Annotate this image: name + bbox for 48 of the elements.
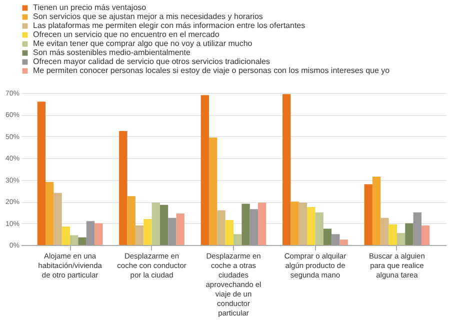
bar [315, 212, 324, 245]
bar [144, 218, 152, 245]
bar [70, 235, 78, 245]
bar [200, 95, 209, 245]
legend-label: Son más sostenibles medio-ambientalmente [33, 48, 191, 57]
bar [242, 204, 250, 245]
bar [421, 225, 430, 245]
bar [234, 234, 242, 245]
bar [160, 204, 168, 245]
bar [225, 220, 234, 245]
bar [54, 192, 62, 245]
bar [208, 138, 218, 245]
bar [282, 94, 291, 245]
bar [119, 131, 128, 245]
bar [332, 234, 340, 245]
bar [152, 202, 160, 245]
bar [380, 218, 389, 245]
bar [176, 214, 184, 245]
bar [413, 212, 422, 245]
bar [46, 182, 54, 245]
bar [323, 228, 332, 245]
legend-label: Las plataformas me permiten elegir con más informacion entre los ofertantes [33, 21, 306, 30]
legend-label: Tienen un precio más ventajoso [33, 3, 147, 12]
bar [135, 225, 144, 245]
bar [307, 207, 316, 245]
legend-label: Me evitan tener que comprar algo que no voy a utilizar mucho [33, 39, 253, 48]
bar [388, 224, 397, 245]
bar [396, 233, 406, 245]
legend-label: Me permiten conocer personas locales si estoy de viaje o personas con los mismos intereses que yo [33, 66, 390, 75]
bar [37, 102, 46, 245]
bar [94, 223, 103, 245]
legend-label: Ofrecen un servicio que no encuentro en el mercado [33, 30, 220, 39]
bar [405, 223, 414, 245]
bar [86, 221, 95, 245]
bar [62, 226, 70, 245]
bar [298, 202, 308, 245]
legend-label: Ofrecen mayor calidad de servicio que otros servicios tradicionales [33, 57, 270, 66]
bar [217, 210, 226, 245]
bar [340, 240, 348, 245]
bar [168, 218, 176, 245]
bar [78, 237, 86, 245]
bar [250, 209, 258, 245]
bar [372, 176, 381, 245]
bar [364, 184, 372, 245]
legend-label: Son servicios que se ajustan mejor a mis necesidades y horarios [33, 12, 263, 21]
bar [290, 202, 299, 245]
bar [127, 196, 136, 245]
bar [258, 202, 266, 245]
